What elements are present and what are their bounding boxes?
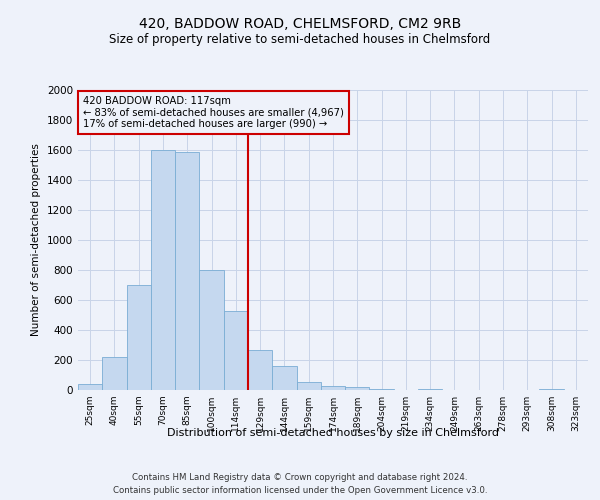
Bar [102,357,127,390]
Bar [175,152,199,390]
Text: Distribution of semi-detached houses by size in Chelmsford: Distribution of semi-detached houses by … [167,428,499,438]
Bar [272,366,296,390]
Bar [539,388,564,390]
Bar [370,388,394,390]
Bar [345,387,370,390]
Text: Contains public sector information licensed under the Open Government Licence v3: Contains public sector information licen… [113,486,487,495]
Text: 420 BADDOW ROAD: 117sqm
← 83% of semi-detached houses are smaller (4,967)
17% of: 420 BADDOW ROAD: 117sqm ← 83% of semi-de… [83,96,344,129]
Text: Contains HM Land Registry data © Crown copyright and database right 2024.: Contains HM Land Registry data © Crown c… [132,472,468,482]
Bar [127,285,151,390]
Bar [224,310,248,390]
Text: Size of property relative to semi-detached houses in Chelmsford: Size of property relative to semi-detach… [109,32,491,46]
Bar [199,270,224,390]
Y-axis label: Number of semi-detached properties: Number of semi-detached properties [31,144,41,336]
Bar [248,350,272,390]
Bar [321,386,345,390]
Bar [296,382,321,390]
Bar [78,384,102,390]
Bar [151,150,175,390]
Bar [418,388,442,390]
Text: 420, BADDOW ROAD, CHELMSFORD, CM2 9RB: 420, BADDOW ROAD, CHELMSFORD, CM2 9RB [139,18,461,32]
